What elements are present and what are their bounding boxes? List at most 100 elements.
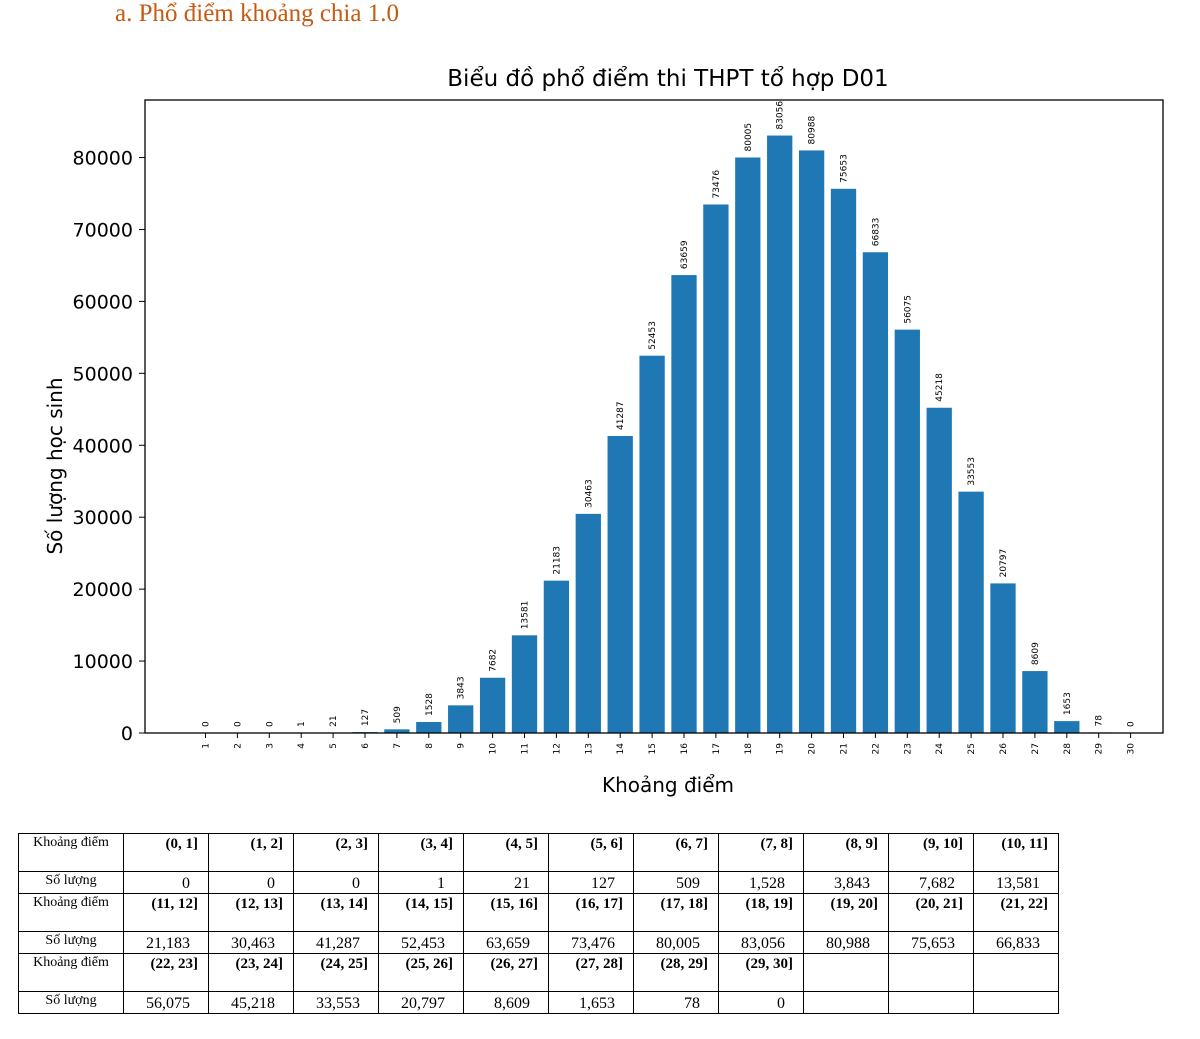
count-cell: 1,653	[548, 991, 634, 1014]
x-tick-label: 11	[521, 743, 531, 754]
x-tick-label: 10	[489, 743, 499, 755]
bar-value-label: 52453	[648, 321, 658, 350]
range-cell: (0, 1]	[123, 833, 209, 872]
table-row-ranges: Khoảng điểm (11, 12] (12, 13] (13, 14] (14, …	[18, 893, 1059, 932]
bar-9	[448, 705, 474, 733]
bar-chart: Biểu đồ phổ điểm thi THPT tổ hợp D01 0 0 0…	[0, 50, 1200, 805]
x-tick-label: 29	[1095, 743, 1105, 755]
bar-11	[511, 635, 538, 733]
count-cell: 73,476	[548, 931, 634, 954]
bar-24	[926, 407, 952, 733]
count-cell: 63,659	[463, 931, 549, 954]
y-axis: 0 10000 20000 30000 40000 50000 60000 70000 8000…	[73, 148, 145, 745]
count-cell: 83,056	[718, 931, 804, 954]
count-cell: 127	[548, 871, 634, 894]
range-cell: (15, 16]	[463, 893, 549, 932]
range-cell: (25, 26]	[378, 953, 464, 992]
count-cell: 0	[208, 871, 294, 894]
range-cell: (11, 12]	[123, 893, 209, 932]
range-row-header: Khoảng điểm	[18, 953, 124, 992]
bar-value-label: 0	[1127, 721, 1137, 727]
count-cell	[888, 991, 974, 1014]
x-tick-label: 20	[808, 743, 818, 755]
count-cell: 41,287	[293, 931, 379, 954]
y-tick-label: 40000	[73, 435, 133, 457]
table-row-ranges: Khoảng điểm (22, 23] (23, 24] (24, 25] (25, …	[18, 953, 1059, 992]
count-cell: 0	[718, 991, 804, 1014]
x-tick-label: 28	[1063, 743, 1073, 755]
bar-value-label: 80988	[808, 116, 818, 145]
bar-12	[543, 580, 570, 733]
bar-value-label: 8609	[1031, 642, 1041, 665]
range-cell: (13, 14]	[293, 893, 379, 932]
bar-13	[575, 513, 601, 733]
range-row-header: Khoảng điểm	[18, 893, 124, 932]
count-cell: 78	[633, 991, 719, 1014]
x-tick-label: 24	[935, 743, 945, 755]
bar-value-label: 30463	[584, 479, 594, 508]
x-axis: 1 2 3 4 5 6 7 8 9 10 11 12 13 14 15 16 17 18 19 20 21 22 23 24 2…	[202, 733, 1137, 754]
bar-16	[671, 275, 697, 733]
range-cell: (26, 27]	[463, 953, 549, 992]
count-cell	[973, 991, 1059, 1014]
x-tick-label: 4	[297, 743, 307, 749]
table-row-counts: Số lượng 21,183 30,463 41,287 52,453 63,659 73…	[18, 931, 1059, 954]
table-row-ranges: Khoảng điểm (0, 1] (1, 2] (2, 3] (3, 4] (4, 5…	[18, 833, 1059, 872]
x-tick-label: 18	[744, 743, 754, 755]
count-cell: 30,463	[208, 931, 294, 954]
y-tick-label: 20000	[73, 579, 133, 601]
range-cell: (12, 13]	[208, 893, 294, 932]
bar-value-label: 56075	[903, 295, 913, 324]
x-tick-label: 1	[202, 743, 212, 749]
bar-23	[894, 329, 920, 733]
range-cell: (6, 7]	[633, 833, 719, 872]
bar-value-label: 33553	[967, 457, 977, 486]
bar-value-label: 0	[233, 721, 243, 727]
bars-group	[288, 135, 1112, 734]
bar-19	[767, 135, 793, 733]
bar-value-label: 21183	[552, 546, 562, 575]
x-tick-label: 15	[648, 743, 658, 754]
bar-25	[958, 491, 984, 733]
count-cell: 0	[123, 871, 209, 894]
count-row-header: Số lượng	[18, 991, 124, 1014]
range-cell: (28, 29]	[633, 953, 719, 992]
count-cell: 13,581	[973, 871, 1059, 894]
range-cell: (10, 11]	[973, 833, 1059, 872]
count-cell: 45,218	[208, 991, 294, 1014]
x-tick-label: 7	[393, 743, 403, 749]
bar-value-label: 21	[329, 715, 339, 726]
bar-22	[862, 252, 889, 734]
x-tick-label: 6	[361, 743, 371, 749]
count-cell: 1	[378, 871, 464, 894]
score-table: Khoảng điểm (0, 1] (1, 2] (2, 3] (3, 4] (4, 5…	[18, 833, 1059, 1014]
range-cell: (29, 30]	[718, 953, 804, 992]
bar-value-label: 63659	[680, 240, 690, 269]
bar-value-labels: 0 0 0 1 21 127 509 1528 3843 7682 13581 21183 30463 4…	[202, 101, 1137, 727]
bar-value-label: 41287	[616, 401, 626, 430]
range-row-header: Khoảng điểm	[18, 833, 124, 872]
range-cell: (17, 18]	[633, 893, 719, 932]
count-cell: 0	[293, 871, 379, 894]
y-axis-label: Số lượng học sinh	[43, 377, 67, 554]
y-tick-label: 60000	[73, 291, 133, 313]
range-cell: (27, 28]	[548, 953, 634, 992]
range-cell: (8, 9]	[803, 833, 889, 872]
x-tick-label: 27	[1031, 743, 1041, 754]
range-cell: (19, 20]	[803, 893, 889, 932]
count-cell: 1,528	[718, 871, 804, 894]
bar-26	[990, 583, 1016, 733]
x-tick-label: 13	[584, 743, 594, 754]
bar-21	[830, 188, 857, 733]
bar-value-label: 73476	[712, 170, 722, 199]
x-tick-label: 16	[680, 743, 690, 755]
bar-value-label: 13581	[521, 601, 531, 630]
count-cell: 75,653	[888, 931, 974, 954]
count-cell: 21	[463, 871, 549, 894]
count-cell: 52,453	[378, 931, 464, 954]
y-tick-label: 70000	[73, 219, 133, 241]
bar-value-label: 0	[265, 721, 275, 727]
chart-title: Biểu đồ phổ điểm thi THPT tổ hợp D01	[447, 66, 888, 92]
x-tick-label: 9	[457, 743, 467, 749]
bar-14	[607, 436, 633, 733]
